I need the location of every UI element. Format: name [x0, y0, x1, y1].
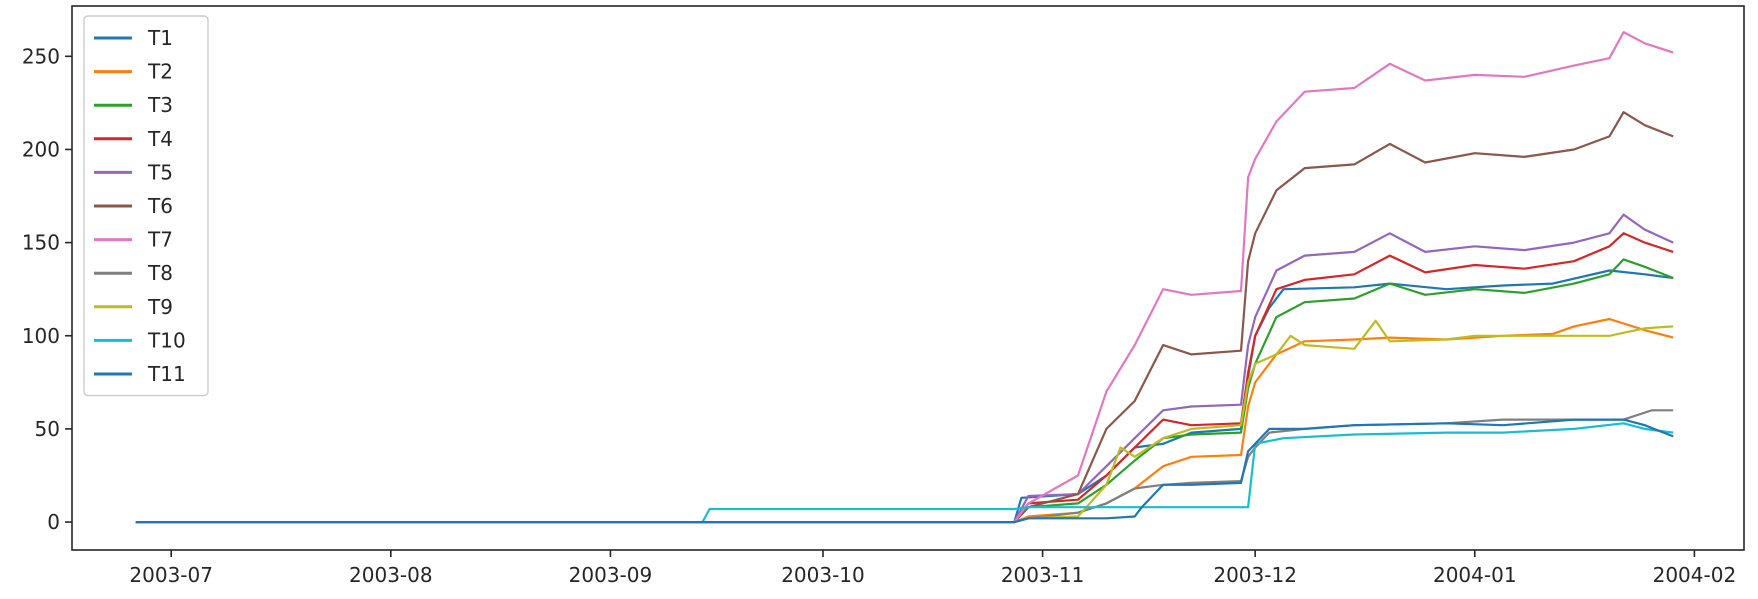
y-tick-label: 50	[35, 417, 60, 441]
series-line-t4	[135, 232, 1674, 524]
legend-label-t9: T9	[147, 295, 173, 319]
x-tick-label: 2003-07	[129, 563, 213, 587]
series-line-t5	[135, 213, 1674, 524]
series-layer	[135, 30, 1674, 524]
x-tick-label: 2003-12	[1213, 563, 1297, 587]
x-tick-label: 2004-01	[1433, 563, 1517, 587]
x-tick-label: 2003-10	[781, 563, 865, 587]
legend-box	[83, 15, 209, 397]
x-tick-label: 2004-02	[1653, 563, 1737, 587]
legend-label-t4: T4	[147, 127, 173, 151]
legend: T1 T2 T3 T4 T5 T6 T7 T8 T9 T10 T11	[83, 15, 209, 397]
y-tick-label: 200	[22, 137, 60, 161]
x-tick-label: 2003-09	[569, 563, 653, 587]
y-tick-label: 100	[22, 324, 60, 348]
series-line-t6	[135, 111, 1674, 524]
y-tick-label: 0	[47, 510, 60, 534]
legend-label-t6: T6	[147, 194, 173, 218]
legend-label-t1: T1	[147, 26, 173, 50]
series-line-t3	[135, 258, 1674, 524]
y-axis: 0 50 100 150 200 250	[22, 44, 72, 534]
series-line-t9	[135, 319, 1674, 524]
y-tick-label: 150	[22, 231, 60, 255]
legend-label-t5: T5	[147, 160, 173, 184]
legend-label-t10: T10	[147, 328, 186, 352]
series-line-t7	[135, 30, 1674, 524]
legend-label-t2: T2	[147, 60, 173, 84]
x-tick-label: 2003-11	[1001, 563, 1085, 587]
series-line-t11	[135, 418, 1674, 524]
y-tick-label: 250	[22, 44, 60, 68]
legend-label-t8: T8	[147, 261, 173, 285]
x-tick-label: 2003-08	[349, 563, 433, 587]
legend-label-t3: T3	[147, 93, 173, 117]
legend-label-t11: T11	[147, 362, 186, 386]
plot-area-frame	[71, 5, 1745, 551]
series-line-t10	[135, 422, 1674, 524]
legend-label-t7: T7	[147, 228, 173, 252]
x-axis: 2003-07 2003-08 2003-09 2003-10 2003-11 2003-…	[129, 550, 1736, 587]
